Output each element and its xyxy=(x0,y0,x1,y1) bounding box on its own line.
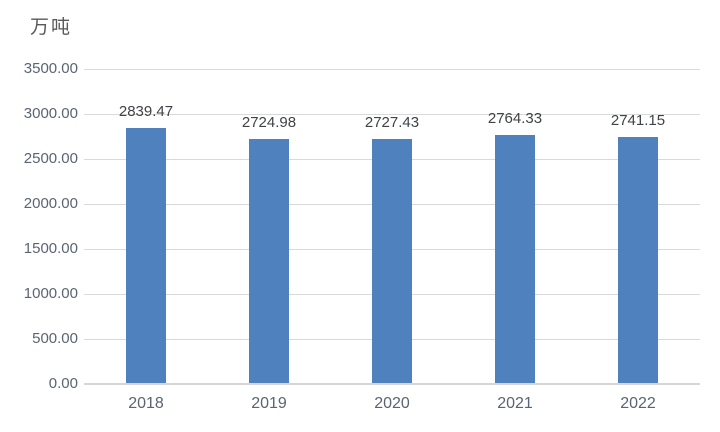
bar xyxy=(495,135,535,383)
y-tick-label: 2000.00 xyxy=(23,195,78,212)
x-tick-label: 2018 xyxy=(128,395,164,412)
x-tick-label: 2019 xyxy=(251,395,287,412)
bar-value-label: 2727.43 xyxy=(364,114,420,131)
bar-value-label: 2724.98 xyxy=(241,114,297,131)
bar-value-label: 2764.33 xyxy=(487,110,543,127)
y-axis-unit-label: 万吨 xyxy=(30,17,73,38)
gridline xyxy=(84,114,700,115)
bar xyxy=(126,128,166,383)
y-tick-label: 1000.00 xyxy=(23,285,78,302)
y-tick-label: 2500.00 xyxy=(23,150,78,167)
x-axis-line xyxy=(84,383,700,385)
x-tick-label: 2020 xyxy=(374,395,410,412)
y-tick-label: 3000.00 xyxy=(23,105,78,122)
y-tick-label: 3500.00 xyxy=(23,60,78,77)
x-tick-label: 2022 xyxy=(620,395,656,412)
bar xyxy=(249,139,289,383)
y-tick-label: 0.00 xyxy=(48,375,78,392)
bar xyxy=(372,139,412,383)
bar xyxy=(618,137,658,383)
bar-value-label: 2741.15 xyxy=(610,112,666,129)
x-tick-label: 2021 xyxy=(497,395,533,412)
gridline xyxy=(84,69,700,70)
y-tick-label: 1500.00 xyxy=(23,240,78,257)
y-tick-label: 500.00 xyxy=(32,330,78,347)
bar-value-label: 2839.47 xyxy=(118,103,174,120)
